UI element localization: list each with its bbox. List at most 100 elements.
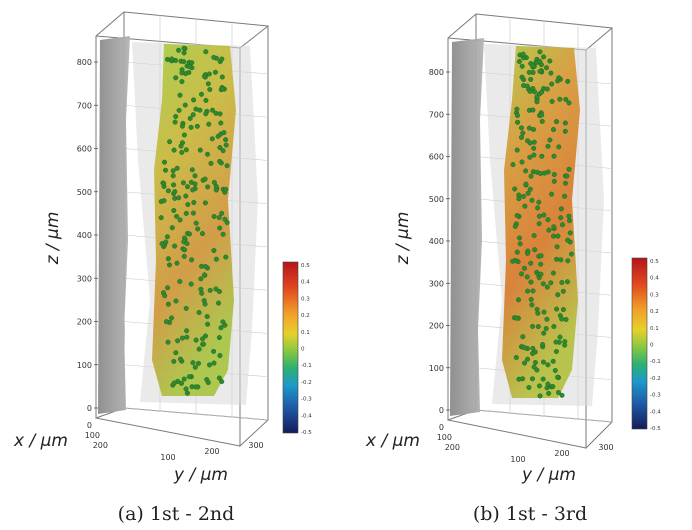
colorbar-tick-label: -0.4 [650, 409, 661, 415]
data-point [540, 376, 546, 382]
y-tick-label: 100 [510, 455, 525, 464]
data-point [535, 205, 541, 211]
colorbar-tick-label: -0.5 [650, 426, 661, 432]
data-point [537, 68, 543, 74]
data-point [179, 149, 185, 155]
data-point [173, 113, 179, 119]
data-point [541, 212, 547, 218]
data-point [557, 334, 563, 340]
data-point [168, 315, 174, 321]
data-point [207, 287, 213, 293]
data-point [181, 50, 187, 56]
data-point [538, 271, 544, 277]
data-point [179, 67, 185, 73]
data-point [184, 328, 190, 334]
x-tick-label: 100 [85, 431, 100, 440]
data-point [521, 265, 527, 271]
data-point [201, 298, 207, 304]
data-point [199, 231, 205, 237]
data-point [217, 353, 223, 359]
colorbar-tick-label: 0.3 [650, 292, 659, 298]
data-point [551, 153, 557, 159]
data-point [165, 256, 171, 262]
data-point [198, 276, 204, 282]
data-point [191, 97, 197, 103]
colorbar-tick-label: -0.5 [301, 430, 312, 436]
y-tick-label: 100 [160, 453, 175, 462]
data-point [556, 390, 562, 396]
data-point [541, 54, 547, 60]
data-point [178, 143, 184, 149]
data-point [562, 193, 568, 199]
data-point [181, 253, 187, 259]
y-tick-label: 300 [598, 443, 613, 452]
data-point [551, 324, 557, 330]
data-point [218, 120, 224, 126]
data-point [208, 160, 214, 166]
z-tick-label: 200 [77, 318, 92, 327]
data-point [217, 158, 223, 164]
data-point [519, 63, 525, 69]
data-point [514, 315, 520, 321]
data-point [184, 241, 190, 247]
data-point [220, 319, 226, 325]
data-point [535, 310, 541, 316]
data-point [547, 137, 553, 143]
data-point [217, 145, 223, 151]
data-point [202, 264, 208, 270]
data-point [550, 384, 556, 390]
data-point [512, 223, 518, 229]
data-point [515, 119, 521, 125]
data-point [158, 215, 164, 221]
data-point [197, 147, 203, 153]
data-point [205, 321, 211, 327]
data-point [176, 195, 182, 201]
data-point [544, 316, 550, 322]
colorbar-tick-label: -0.1 [301, 363, 312, 369]
data-point [172, 243, 178, 249]
z-tick-label: 600 [77, 145, 92, 154]
data-point [174, 165, 180, 171]
y-axis-title: y / µm [173, 465, 228, 485]
data-point [206, 121, 212, 127]
data-point [201, 272, 207, 278]
data-point [219, 379, 225, 385]
data-point [521, 77, 527, 83]
data-point [526, 69, 532, 75]
data-point [184, 184, 190, 190]
data-point [219, 56, 225, 62]
caption-a: (a) 1st - 2nd [118, 503, 235, 525]
data-point [522, 203, 528, 209]
data-point [199, 336, 205, 342]
x-tick-label: 200 [445, 443, 460, 452]
data-point [173, 350, 179, 356]
data-point [211, 348, 217, 354]
data-point [176, 107, 182, 113]
z-tick-label: 700 [77, 101, 92, 110]
data-point [552, 368, 558, 374]
data-points [510, 49, 575, 399]
data-point [545, 169, 551, 175]
data-point [218, 325, 224, 331]
data-point [217, 111, 223, 117]
data-point [537, 383, 543, 389]
y-tick-label: 300 [248, 441, 263, 450]
data-point [563, 180, 569, 186]
data-point [174, 260, 180, 266]
data-point [209, 107, 215, 113]
data-point [171, 182, 177, 188]
data-point [559, 316, 565, 322]
y-tick-label: 200 [204, 447, 219, 456]
data-point [193, 220, 199, 226]
data-point [562, 120, 568, 126]
data-point [528, 297, 534, 303]
data-point [556, 144, 562, 150]
data-point [555, 292, 561, 298]
data-points [158, 45, 230, 396]
x-axis-title: x / µm [365, 431, 420, 451]
data-point [546, 390, 552, 396]
data-point [560, 307, 566, 313]
